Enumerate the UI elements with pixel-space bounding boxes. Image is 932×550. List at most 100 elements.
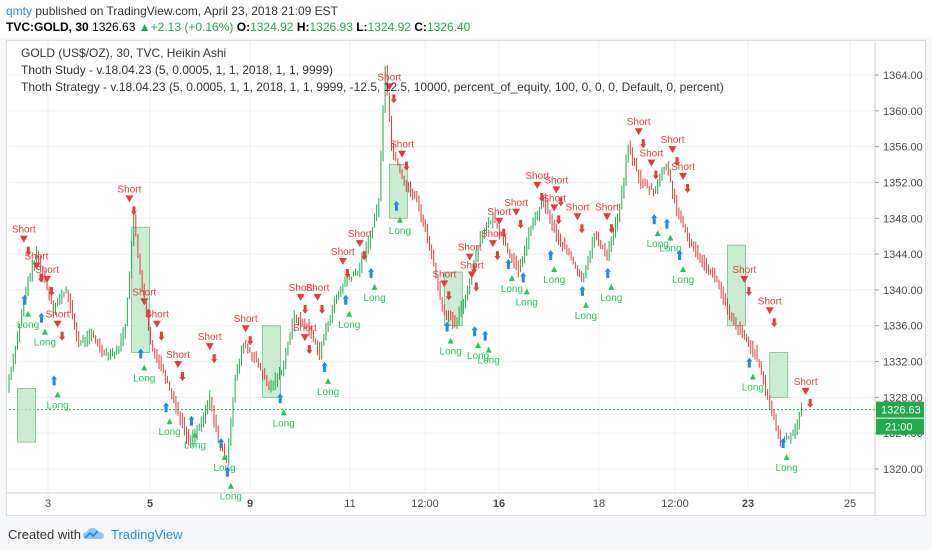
down-arrow-icon — [517, 224, 524, 229]
entry-marker — [483, 334, 487, 341]
down-arrow-icon — [145, 314, 152, 319]
short-signal-arrow — [512, 208, 521, 216]
author-link[interactable]: qmty — [6, 4, 33, 18]
long-signal-label: Long — [133, 374, 155, 385]
down-arrow-icon — [538, 197, 545, 202]
long-signal-arrow — [654, 230, 661, 237]
strategy-signals: ShortShortShortLongLongShortLongShortSho… — [12, 72, 818, 502]
long-signal-label: Long — [17, 320, 39, 331]
short-signal-label: Short — [166, 350, 190, 361]
close-label: C: — [414, 20, 427, 34]
short-signal-arrow — [801, 387, 810, 395]
short-signal-label: Short — [487, 207, 511, 218]
long-signal-arrow — [280, 409, 287, 416]
series-title[interactable]: GOLD (US$/OZ), 30, TVC, Heikin Ashi — [21, 46, 227, 60]
low-label: L: — [356, 20, 368, 34]
entry-marker — [323, 365, 327, 372]
exit-marker — [320, 304, 324, 311]
down-arrow-icon — [445, 296, 452, 301]
long-signal-label: Long — [158, 427, 180, 438]
time-tick-label: 23 — [742, 498, 754, 510]
price-axis[interactable]: 1320.001324.001328.001332.001336.001340.… — [874, 41, 924, 515]
time-tick-label: 5 — [147, 498, 153, 510]
open-value: 1324.92 — [250, 20, 294, 34]
chart-pane[interactable]: Short Short Short Long Long Short Long Short Sho… — [6, 40, 926, 516]
long-signal-arrow — [54, 391, 61, 398]
short-signal-label: Short — [542, 193, 566, 204]
down-arrow-icon — [319, 309, 326, 314]
position-fill — [769, 352, 789, 398]
short-signal-label: Short — [627, 117, 651, 128]
time-tick-label: 25 — [844, 498, 856, 510]
short-signal-arrow — [634, 128, 643, 136]
long-signal-arrow — [667, 234, 674, 241]
time-tick-label: 12:00 — [661, 498, 689, 510]
exit-marker — [26, 246, 30, 253]
exit-marker — [641, 139, 645, 146]
entry-marker — [606, 271, 610, 278]
long-signal-label: Long — [501, 284, 523, 295]
time-axis[interactable]: 3 5 9 11 12:00 16 18 12:00 23 25 — [7, 492, 875, 510]
short-signal-arrow — [205, 343, 214, 351]
high-value: 1326.93 — [309, 20, 353, 34]
short-signal-arrow — [32, 262, 41, 270]
up-arrow-icon — [368, 267, 375, 272]
current-time-tag — [876, 418, 924, 435]
short-signal-label: Short — [306, 283, 330, 294]
price-tick-label: 1336.00 — [883, 321, 923, 333]
down-arrow-icon — [37, 278, 44, 283]
down-arrow-icon — [361, 256, 368, 261]
entry-marker — [139, 352, 143, 359]
down-arrow-icon — [555, 220, 562, 225]
up-arrow-icon — [520, 272, 527, 277]
up-arrow-icon — [746, 357, 753, 362]
heikin-ashi-candles — [8, 65, 802, 466]
up-arrow-icon — [579, 285, 586, 290]
entry-marker — [580, 289, 584, 296]
tradingview-brand[interactable]: TradingView — [111, 527, 183, 542]
long-signal-arrow — [582, 301, 589, 308]
price-chart[interactable]: ShortShortShortLongLongShortLongShortSho… — [7, 41, 925, 515]
short-signal-arrow — [550, 204, 559, 212]
time-tick-label: 9 — [247, 498, 253, 510]
short-signal-label: Short — [432, 269, 456, 280]
short-signal-arrow — [125, 195, 134, 203]
long-signal-label: Long — [575, 311, 597, 322]
long-signal-label: Long — [440, 347, 462, 358]
current-price-label: 1326.63 — [881, 405, 921, 417]
short-signal-label: Short — [639, 149, 663, 160]
long-signal-arrow — [166, 418, 173, 425]
strategy-legend[interactable]: Thoth Strategy - v.18.04.23 (5, 0.0005, … — [21, 80, 724, 94]
short-signal-arrow — [140, 298, 149, 306]
short-signal-arrow — [300, 334, 309, 342]
long-signal-label: Long — [338, 320, 360, 331]
up-arrow-icon — [444, 321, 451, 326]
up-arrow-icon — [342, 294, 349, 299]
long-signal-arrow — [371, 283, 378, 290]
entry-marker — [52, 379, 56, 386]
down-arrow-icon — [578, 229, 585, 234]
long-signal-label: Long — [543, 275, 565, 286]
long-signal-label: Long — [600, 293, 622, 304]
long-signal-arrow — [749, 373, 756, 380]
price-change: +2.13 (+0.16%) — [150, 20, 234, 34]
long-signal-arrow — [508, 274, 515, 281]
entry-marker — [39, 316, 43, 323]
down-arrow-icon — [807, 403, 814, 408]
current-price-tag — [876, 401, 924, 418]
down-arrow-icon — [59, 336, 66, 341]
short-signal-arrow — [668, 146, 677, 154]
study-legend[interactable]: Thoth Study - v.18.04.23 (5, 0.0005, 1, … — [21, 63, 333, 77]
price-tick-label: 1352.00 — [883, 177, 923, 189]
short-signal-label: Short — [12, 225, 36, 236]
exit-marker — [557, 215, 561, 222]
long-signal-arrow — [346, 310, 353, 317]
short-signal-label: Short — [117, 184, 141, 195]
short-signal-label: Short — [46, 310, 70, 321]
entry-marker — [781, 442, 785, 449]
short-signal-arrow — [488, 240, 497, 248]
down-arrow-icon — [745, 291, 752, 296]
entry-marker — [665, 222, 669, 229]
short-signal-label: Short — [758, 296, 782, 307]
entry-marker — [506, 262, 510, 269]
